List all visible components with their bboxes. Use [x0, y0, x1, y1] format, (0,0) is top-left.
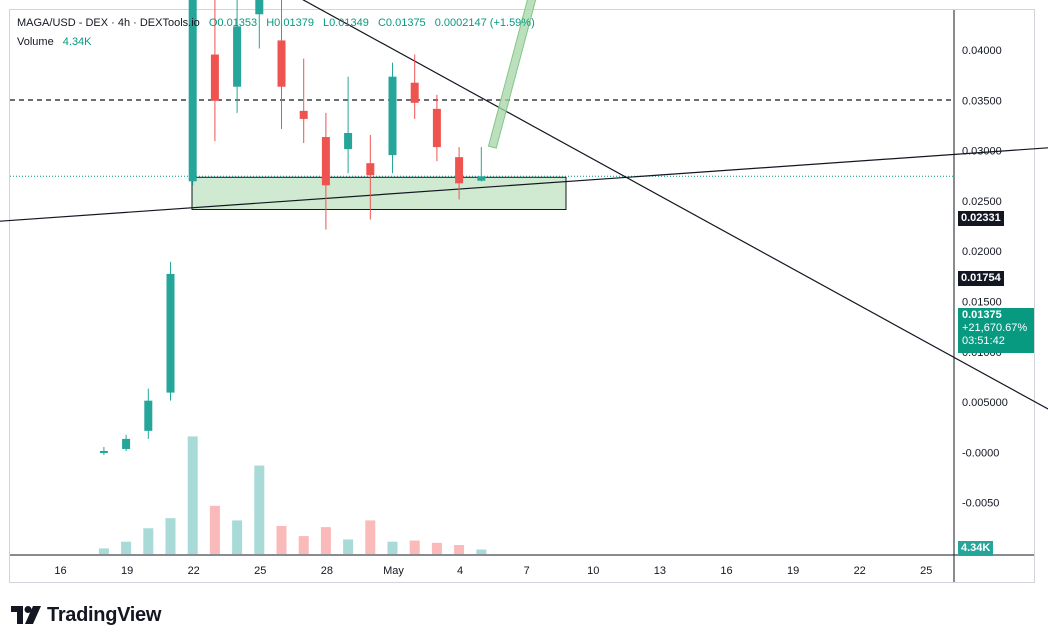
volume-bar	[431, 542, 442, 554]
candle-body	[144, 400, 153, 431]
support-zone	[191, 176, 567, 210]
y-tick-label: -0.0000	[962, 447, 999, 459]
last-price: 0.01375	[962, 309, 1002, 321]
candle-body	[455, 157, 464, 184]
y-tick-label: 0.01500	[962, 297, 1002, 309]
x-tick-label: 22	[854, 565, 866, 577]
projection-arrow	[487, 0, 537, 149]
candle-body	[410, 82, 419, 103]
volume-bar	[165, 518, 176, 554]
x-tick-label: 19	[121, 565, 133, 577]
x-tick-label: 7	[524, 565, 530, 577]
volume-bar	[454, 545, 465, 554]
ohlc-legend: MAGA/USD - DEX · 4h · DEXTools.io O0.013…	[17, 17, 541, 29]
y-tick-label: 0.03500	[962, 95, 1002, 107]
chart-frame[interactable]	[9, 9, 1035, 583]
low-value: L0.01349	[323, 17, 369, 29]
close-value: C0.01375	[377, 17, 426, 29]
y-tick-label: 0.04000	[962, 45, 1002, 57]
candle-body	[233, 26, 242, 87]
volume-bar	[276, 526, 287, 554]
volume-bar	[365, 520, 376, 554]
candle-body	[477, 176, 486, 181]
candle-body	[166, 273, 175, 393]
x-tick-label: 16	[720, 565, 732, 577]
volume-label: Volume	[17, 36, 54, 48]
x-tick-label: 4	[457, 565, 463, 577]
candle-body	[210, 54, 219, 101]
x-tick-label: 16	[54, 565, 66, 577]
candle-body	[188, 0, 197, 182]
x-tick-label: 10	[587, 565, 599, 577]
change-value: 0.0002147 (+1.59%)	[434, 17, 535, 29]
y-tick-label: -0.0050	[962, 498, 999, 510]
volume-tag: 4.34K	[958, 541, 994, 556]
y-tick-label: 0.02500	[962, 196, 1002, 208]
descending-trendline	[302, 0, 1048, 410]
volume-bar	[143, 528, 154, 554]
tradingview-logo[interactable]: TradingView	[11, 602, 161, 628]
volume-bar	[409, 540, 420, 554]
level-tag-upper: 0.02331	[958, 211, 1004, 226]
x-tick-label: 22	[188, 565, 200, 577]
y-tick-label: 0.005000	[962, 397, 1008, 409]
candle-body	[99, 450, 108, 453]
volume-bar	[476, 549, 487, 554]
volume-bar	[98, 548, 109, 554]
last-price-tag: 0.01375 +21,670.67% 03:51:42	[958, 308, 1034, 353]
high-value: H0.01379	[266, 17, 314, 29]
candle-body	[255, 0, 264, 15]
volume-bar	[121, 541, 132, 554]
y-tick-label: 0.02000	[962, 246, 1002, 258]
price-change-pct: +21,670.67%	[962, 322, 1028, 334]
x-tick-label: 19	[787, 565, 799, 577]
candle-body	[344, 133, 353, 150]
ascending-trendline	[0, 147, 1048, 222]
x-tick-label: 25	[920, 565, 932, 577]
y-tick-label: 0.03000	[962, 146, 1002, 158]
volume-bar	[320, 527, 331, 554]
volume-bar	[232, 520, 243, 554]
candle-body	[299, 110, 308, 119]
brand-name: TradingView	[47, 603, 162, 626]
x-tick-label: 28	[321, 565, 333, 577]
volume-bar	[187, 436, 198, 554]
x-tick-label: May	[383, 565, 404, 577]
x-tick-label: 25	[254, 565, 266, 577]
candle-body	[277, 40, 286, 87]
candle-body	[122, 438, 131, 449]
candle-body	[432, 108, 441, 148]
candle-body	[388, 76, 397, 156]
x-tick-label: 13	[654, 565, 666, 577]
volume-bar	[343, 539, 354, 554]
candle-body	[366, 163, 375, 176]
bar-countdown: 03:51:42	[962, 335, 1005, 347]
open-value: O0.01353	[208, 17, 258, 29]
volume-bar	[298, 536, 309, 554]
volume-bar	[387, 541, 398, 554]
volume-legend: Volume 4.34K	[17, 36, 98, 48]
level-tag-lower: 0.01754	[958, 271, 1004, 286]
volume-bar	[254, 465, 265, 554]
symbol-label: MAGA/USD - DEX · 4h · DEXTools.io	[17, 17, 200, 29]
volume-value: 4.34K	[62, 36, 92, 48]
tradingview-logo-icon	[11, 606, 41, 624]
candle-body	[321, 137, 330, 186]
volume-bar	[209, 505, 220, 554]
